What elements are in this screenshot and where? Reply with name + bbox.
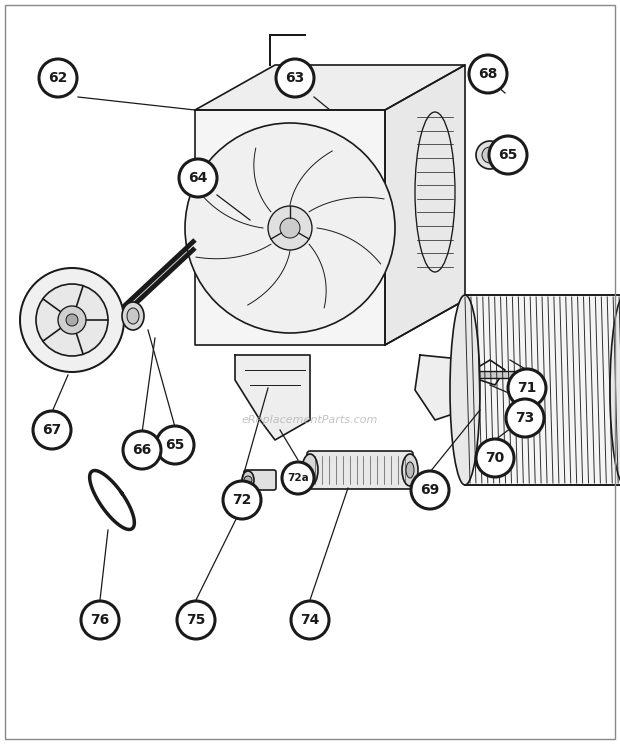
Circle shape [476, 141, 504, 169]
Circle shape [185, 123, 395, 333]
Text: 68: 68 [478, 67, 498, 81]
Circle shape [489, 136, 527, 174]
Circle shape [66, 314, 78, 326]
FancyBboxPatch shape [307, 451, 413, 489]
Ellipse shape [242, 471, 254, 489]
Ellipse shape [302, 454, 318, 486]
Text: 71: 71 [517, 381, 537, 395]
Polygon shape [195, 110, 385, 345]
Circle shape [508, 369, 546, 407]
Text: 65: 65 [166, 438, 185, 452]
Text: 72: 72 [232, 493, 252, 507]
Text: 65: 65 [498, 148, 518, 162]
Polygon shape [465, 360, 505, 385]
Polygon shape [195, 65, 465, 110]
Polygon shape [120, 240, 195, 318]
Ellipse shape [610, 295, 620, 485]
Circle shape [123, 431, 161, 469]
Text: 70: 70 [485, 451, 505, 465]
Polygon shape [235, 355, 310, 440]
Circle shape [179, 159, 217, 197]
Text: 73: 73 [515, 411, 534, 425]
Circle shape [280, 218, 300, 238]
Circle shape [506, 399, 544, 437]
Ellipse shape [122, 302, 144, 330]
Polygon shape [385, 65, 465, 345]
Polygon shape [465, 295, 620, 485]
Text: 66: 66 [133, 443, 152, 457]
Circle shape [20, 268, 124, 372]
Circle shape [33, 411, 71, 449]
Circle shape [244, 476, 252, 484]
Polygon shape [415, 355, 470, 420]
Text: 64: 64 [188, 171, 208, 185]
Text: 69: 69 [420, 483, 440, 497]
Circle shape [268, 206, 312, 250]
Text: 67: 67 [42, 423, 61, 437]
Circle shape [282, 462, 314, 494]
Circle shape [223, 481, 261, 519]
Circle shape [291, 601, 329, 639]
Circle shape [177, 601, 215, 639]
Ellipse shape [402, 454, 418, 486]
Circle shape [39, 59, 77, 97]
Ellipse shape [406, 462, 414, 478]
Text: 75: 75 [187, 613, 206, 627]
Text: 76: 76 [91, 613, 110, 627]
Circle shape [58, 306, 86, 334]
Circle shape [476, 439, 514, 477]
Circle shape [276, 59, 314, 97]
Circle shape [156, 426, 194, 464]
Circle shape [81, 601, 119, 639]
Ellipse shape [450, 295, 480, 485]
Ellipse shape [127, 308, 139, 324]
Circle shape [469, 55, 507, 93]
Circle shape [411, 471, 449, 509]
Ellipse shape [415, 112, 455, 272]
FancyBboxPatch shape [244, 470, 276, 490]
Circle shape [36, 284, 108, 356]
Text: 74: 74 [300, 613, 320, 627]
Text: 72a: 72a [287, 473, 309, 483]
Text: eReplacementParts.com: eReplacementParts.com [242, 415, 378, 425]
Text: 62: 62 [48, 71, 68, 85]
Text: 63: 63 [285, 71, 304, 85]
Circle shape [482, 147, 498, 163]
